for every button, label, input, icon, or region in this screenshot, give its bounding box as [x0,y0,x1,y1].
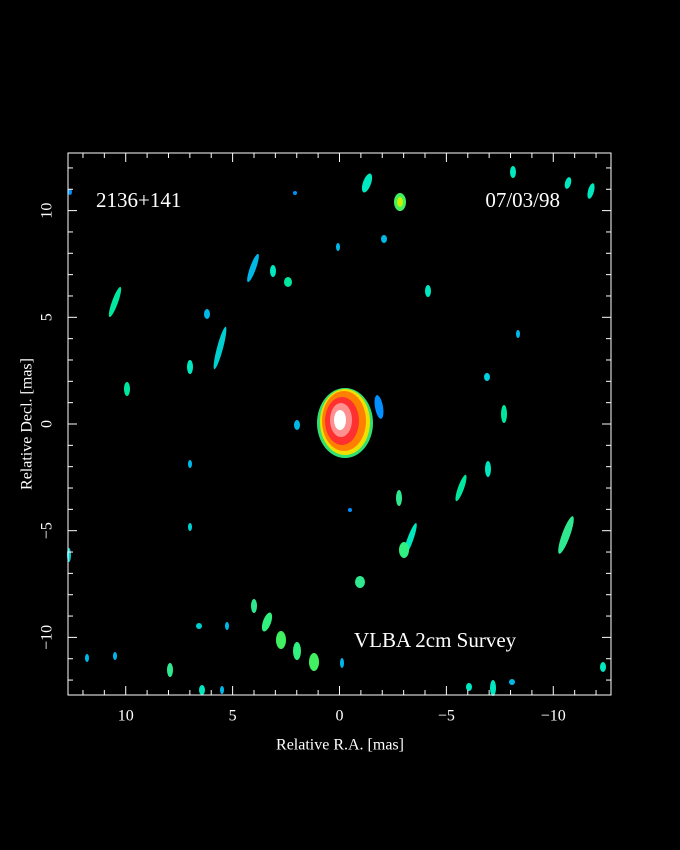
blob [484,373,490,381]
blob [348,508,352,512]
blob [564,177,572,189]
blob [188,460,192,468]
blob [199,685,205,695]
blob [213,326,227,370]
blob [261,612,273,632]
blob [558,516,574,554]
y-tick-label: 10 [39,203,56,219]
blob [220,686,224,694]
blob [381,235,387,243]
blob [399,542,409,558]
blob [85,654,89,662]
blob [196,623,202,629]
blob [397,197,403,207]
x-axis-label: Relative R.A. [mas] [276,737,404,754]
blob [225,622,229,630]
blob [340,658,344,668]
blob [425,285,431,297]
blob [501,405,507,423]
blob [187,360,193,374]
blob [396,490,402,506]
blob [510,166,516,178]
y-axis-label: Relative Decl. [mas] [19,358,36,490]
annotation: VLBA 2cm Survey [354,628,517,652]
blob [374,395,384,419]
y-tick-label: 5 [39,313,56,321]
x-tick-label: 10 [118,708,134,725]
blob [466,683,472,691]
blob [516,330,520,338]
blob [355,576,365,588]
source-name: 2136+141 [96,188,181,212]
contour [334,410,346,430]
blob [108,286,122,318]
x-tick-label: 0 [336,708,344,725]
y-tick-label: −10 [39,625,56,650]
blob [247,253,259,283]
y-tick-label: −5 [39,522,56,539]
core-source [317,388,373,458]
blob [251,599,257,613]
blob [336,243,340,251]
blob [361,173,373,193]
date: 07/03/98 [485,188,560,212]
image-noise [67,166,606,696]
blob [294,420,300,430]
blob [68,189,72,195]
blob [293,642,301,660]
blob [113,652,117,660]
x-tick-label: −10 [541,708,566,725]
x-tick-label: −5 [438,708,455,725]
blob [167,663,173,677]
blob [309,653,319,671]
blob [293,191,297,195]
blob [188,523,192,531]
blob [284,277,292,287]
x-tick-label: 5 [229,708,237,725]
blob [124,382,130,396]
blob [276,631,286,649]
blob [270,265,276,277]
blob [509,679,515,685]
blob [455,474,467,502]
blob [587,183,595,199]
blob [485,461,491,477]
y-tick-label: 0 [39,420,56,428]
blob [204,309,210,319]
blob [490,680,496,696]
blob [600,662,606,672]
